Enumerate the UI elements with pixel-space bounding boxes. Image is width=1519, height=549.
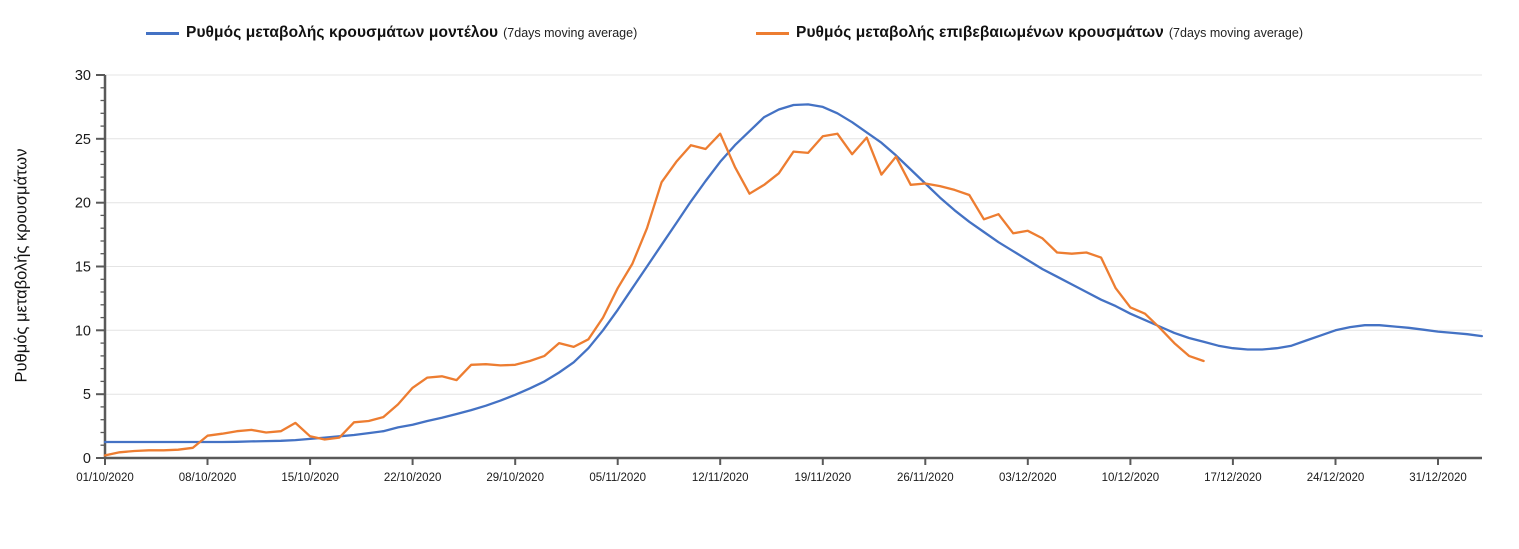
y-tick-label: 25 bbox=[75, 132, 91, 148]
legend-label-confirmed: Ρυθμός μεταβολής επιβεβαιωμένων κρουσμάτ… bbox=[796, 24, 1164, 41]
y-tick-label: 15 bbox=[75, 260, 91, 276]
x-tick-label: 19/11/2020 bbox=[794, 472, 851, 484]
legend-suffix-confirmed: (7days moving average) bbox=[1168, 26, 1303, 40]
x-tick-label: 03/12/2020 bbox=[999, 472, 1057, 484]
x-tick-label: 08/10/2020 bbox=[179, 472, 237, 484]
y-tick-label: 30 bbox=[75, 68, 91, 84]
legend-label-model: Ρυθμός μεταβολής κρουσμάτων μοντέλου bbox=[186, 24, 499, 41]
x-tick-label: 10/12/2020 bbox=[1102, 472, 1160, 484]
x-tick-label: 24/12/2020 bbox=[1307, 472, 1365, 484]
x-tick-label: 17/12/2020 bbox=[1204, 472, 1262, 484]
x-tick-label: 05/11/2020 bbox=[589, 472, 646, 484]
x-tick-label: 29/10/2020 bbox=[486, 472, 544, 484]
legend-item-confirmed: Ρυθμός μεταβολής επιβεβαιωμένων κρουσμάτ… bbox=[756, 22, 1303, 44]
legend-line-swatch-model bbox=[146, 31, 179, 35]
x-tick-label: 12/11/2020 bbox=[692, 472, 749, 484]
x-tick-label: 31/12/2020 bbox=[1409, 472, 1467, 484]
legend-item-model: Ρυθμός μεταβολής κρουσμάτων μοντέλου (7d… bbox=[146, 22, 637, 44]
legend-line-swatch-confirmed bbox=[756, 31, 789, 35]
series-line-model bbox=[103, 103, 1484, 444]
x-tick-label: 01/10/2020 bbox=[76, 472, 134, 484]
y-tick-label: 0 bbox=[83, 451, 91, 467]
x-tick-label: 15/10/2020 bbox=[281, 472, 339, 484]
legend-suffix-model: (7days moving average) bbox=[503, 26, 638, 40]
y-tick-label: 10 bbox=[75, 323, 91, 339]
y-tick-label: 5 bbox=[83, 387, 91, 403]
x-tick-label: 22/10/2020 bbox=[384, 472, 442, 484]
x-tick-label: 26/11/2020 bbox=[897, 472, 954, 484]
series-line-confirmed bbox=[103, 132, 1205, 457]
y-tick-label: 20 bbox=[75, 196, 91, 212]
